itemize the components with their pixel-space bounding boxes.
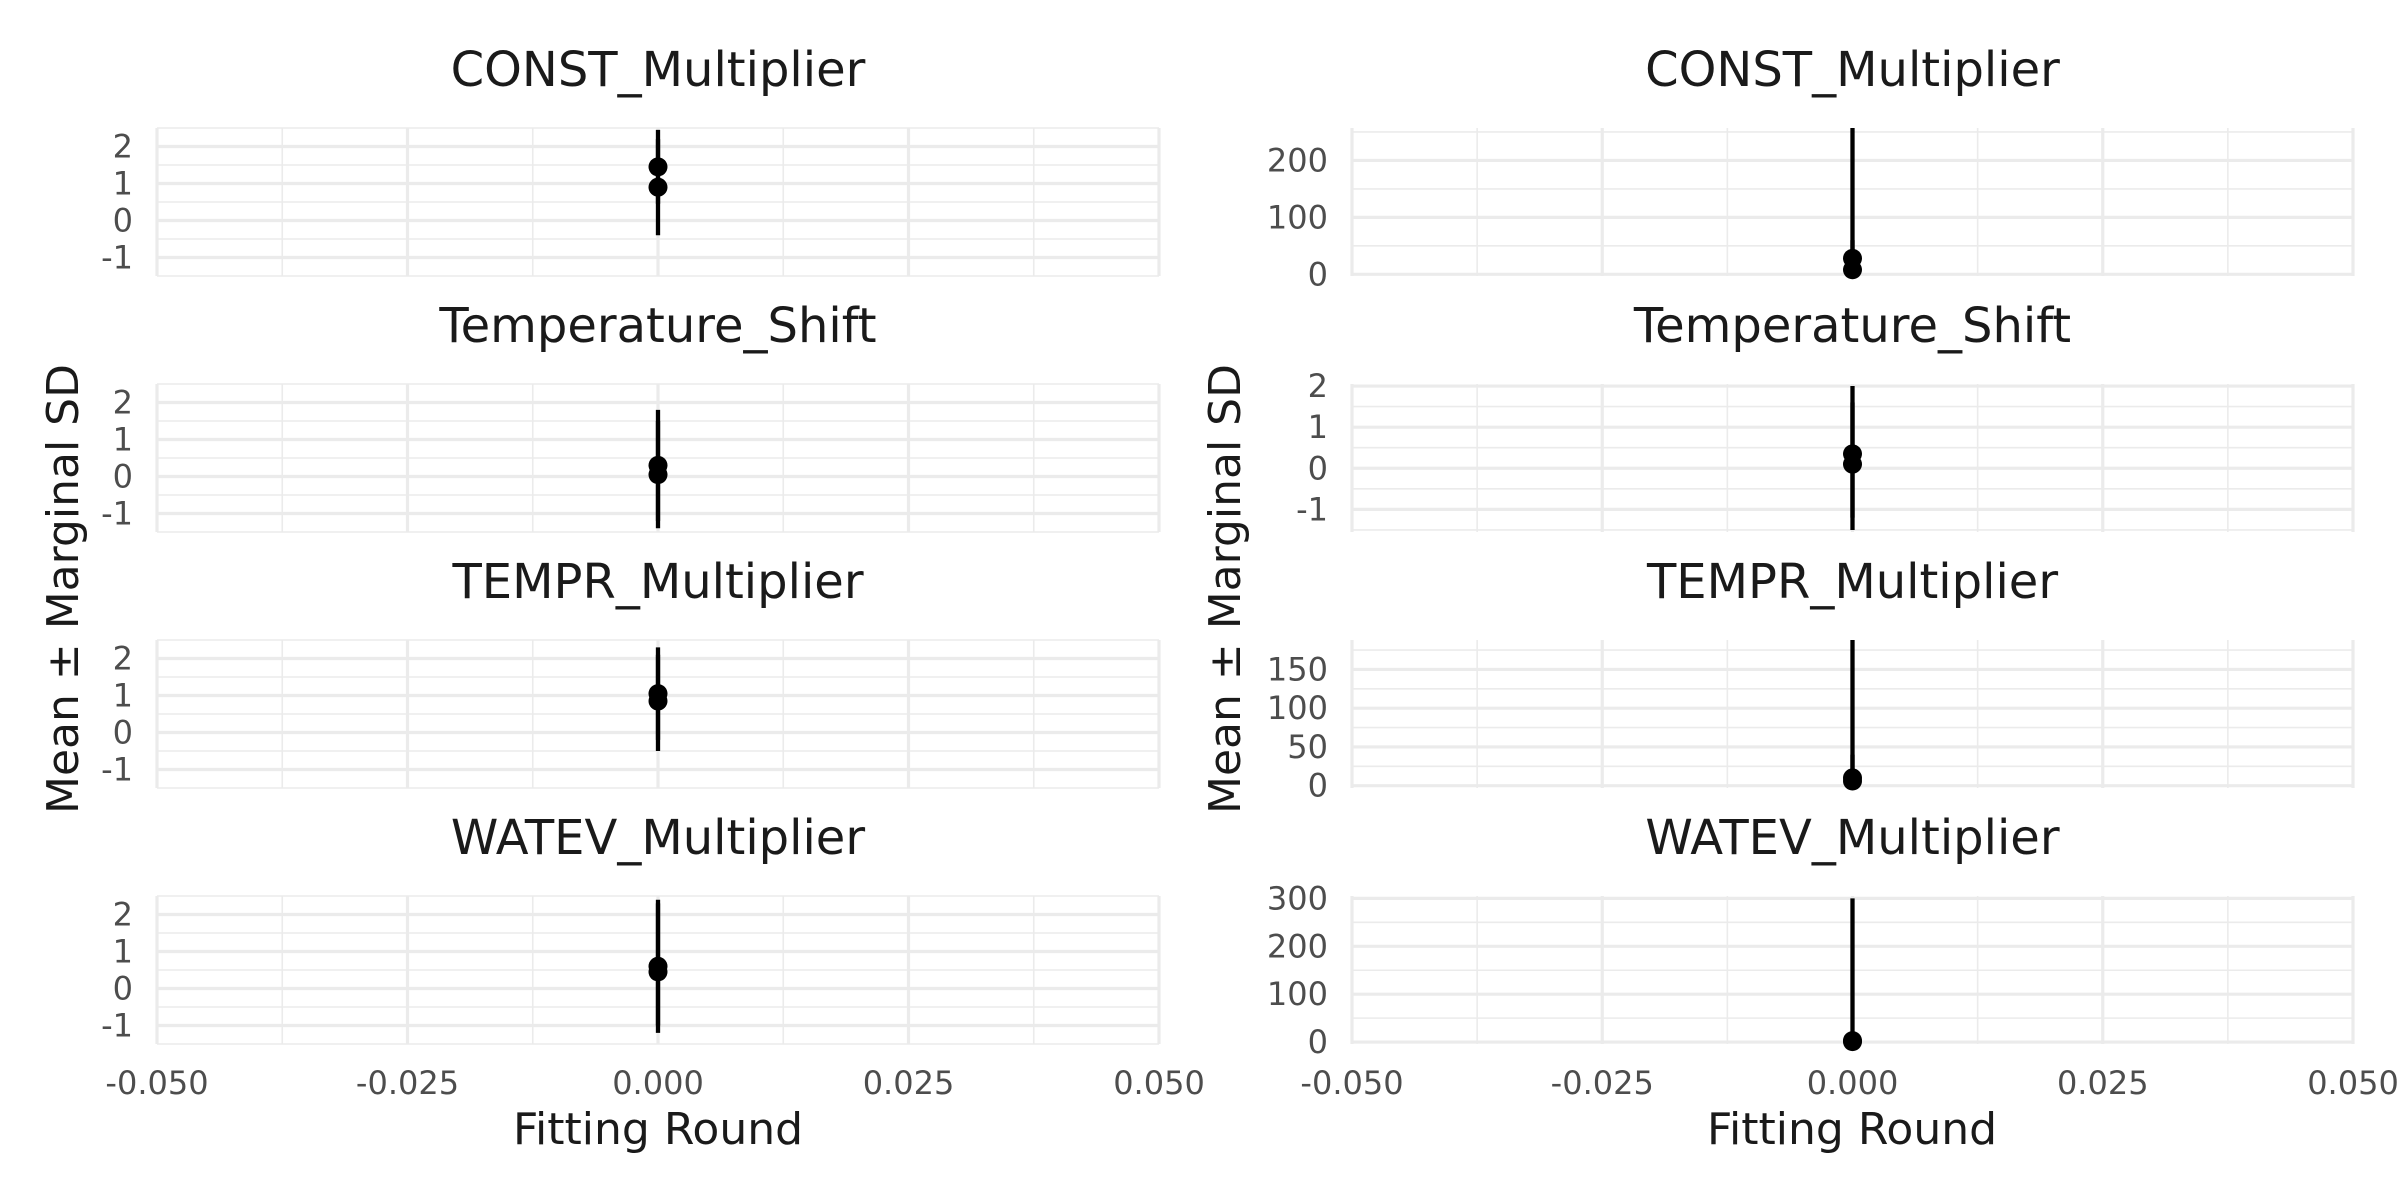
x-tick-label: -0.025 (1551, 1064, 1654, 1102)
y-tick-label: 1 (1308, 408, 1328, 446)
y-tick-label: 0 (113, 458, 133, 496)
data-point (1843, 1032, 1862, 1052)
y-tick-label: -1 (101, 1007, 133, 1045)
y-tick-label: 0 (113, 970, 133, 1008)
y-tick-label: 2 (113, 640, 133, 678)
y-tick-label: 50 (1287, 728, 1328, 766)
data-point (1843, 260, 1862, 280)
panel-title: WATEV_Multiplier (451, 810, 865, 866)
y-tick-label: 2 (113, 384, 133, 422)
x-tick-label: -0.025 (356, 1064, 459, 1102)
y-tick-label: 0 (113, 202, 133, 240)
panel-title: CONST_Multiplier (451, 42, 866, 98)
y-tick-label: 0 (113, 714, 133, 752)
y-tick-label: 200 (1267, 141, 1328, 179)
panel-right-3: 0 100 200 300 WATEV_Multiplier -0.050 -0.025 0.… (1267, 810, 2399, 1102)
panel-right-0: 0 100 200 CONST_Multiplier (1267, 42, 2355, 293)
y-tick-label: -1 (101, 495, 133, 533)
y-tick-label: -1 (101, 751, 133, 789)
x-axis-title-left: Fitting Round (513, 1104, 803, 1155)
x-axis-title-right: Fitting Round (1707, 1104, 1997, 1155)
data-point (1843, 454, 1862, 474)
y-tick-label: 150 (1267, 650, 1328, 688)
data-point (648, 157, 668, 177)
panel-title: TEMPR_Multiplier (451, 554, 863, 610)
panel-title: TEMPR_Multiplier (1646, 554, 2058, 610)
y-tick-label: 100 (1267, 198, 1328, 236)
y-tick-label: -1 (1296, 490, 1328, 528)
y-tick-label: -1 (101, 239, 133, 277)
panel-title: Temperature_Shift (438, 298, 876, 354)
y-axis-title-right: Mean ± Marginal SD (1200, 364, 1251, 814)
panels-layer: -1012CONST_Multiplier-1012Temperature_Sh… (101, 42, 2399, 1102)
y-tick-label: 1 (113, 933, 133, 971)
y-tick-label: 100 (1267, 975, 1328, 1013)
x-tick-label: -0.050 (105, 1064, 208, 1102)
x-tick-label: 0.050 (1113, 1064, 1205, 1102)
x-tick-label: 0.000 (1807, 1064, 1899, 1102)
data-point (1843, 771, 1862, 791)
y-tick-label: 1 (113, 165, 133, 203)
data-point (648, 691, 668, 711)
y-tick-label: 1 (113, 421, 133, 459)
y-tick-label: 100 (1267, 689, 1328, 727)
x-tick-label: -0.050 (1300, 1064, 1403, 1102)
x-tick-label: 0.025 (863, 1064, 955, 1102)
panel-title: Temperature_Shift (1633, 298, 2071, 354)
x-tick-label: 0.000 (612, 1064, 704, 1102)
data-point (648, 962, 668, 982)
y-tick-label: 2 (1308, 367, 1328, 405)
y-tick-label: 200 (1267, 927, 1328, 965)
y-tick-label: 1 (113, 677, 133, 715)
panel-title: WATEV_Multiplier (1645, 810, 2059, 866)
data-point (648, 465, 668, 485)
y-tick-label: 0 (1308, 1023, 1328, 1061)
x-tick-label: 0.050 (2307, 1064, 2399, 1102)
data-point (648, 177, 668, 197)
y-tick-label: 2 (113, 128, 133, 166)
y-axis-title-left: Mean ± Marginal SD (38, 364, 89, 814)
y-tick-label: 0 (1308, 767, 1328, 805)
x-tick-label: 0.025 (2057, 1064, 2149, 1102)
y-tick-label: 2 (113, 896, 133, 934)
y-tick-label: 300 (1267, 879, 1328, 917)
y-tick-label: 0 (1308, 449, 1328, 487)
panel-title: CONST_Multiplier (1645, 42, 2060, 98)
y-tick-label: 0 (1308, 255, 1328, 293)
